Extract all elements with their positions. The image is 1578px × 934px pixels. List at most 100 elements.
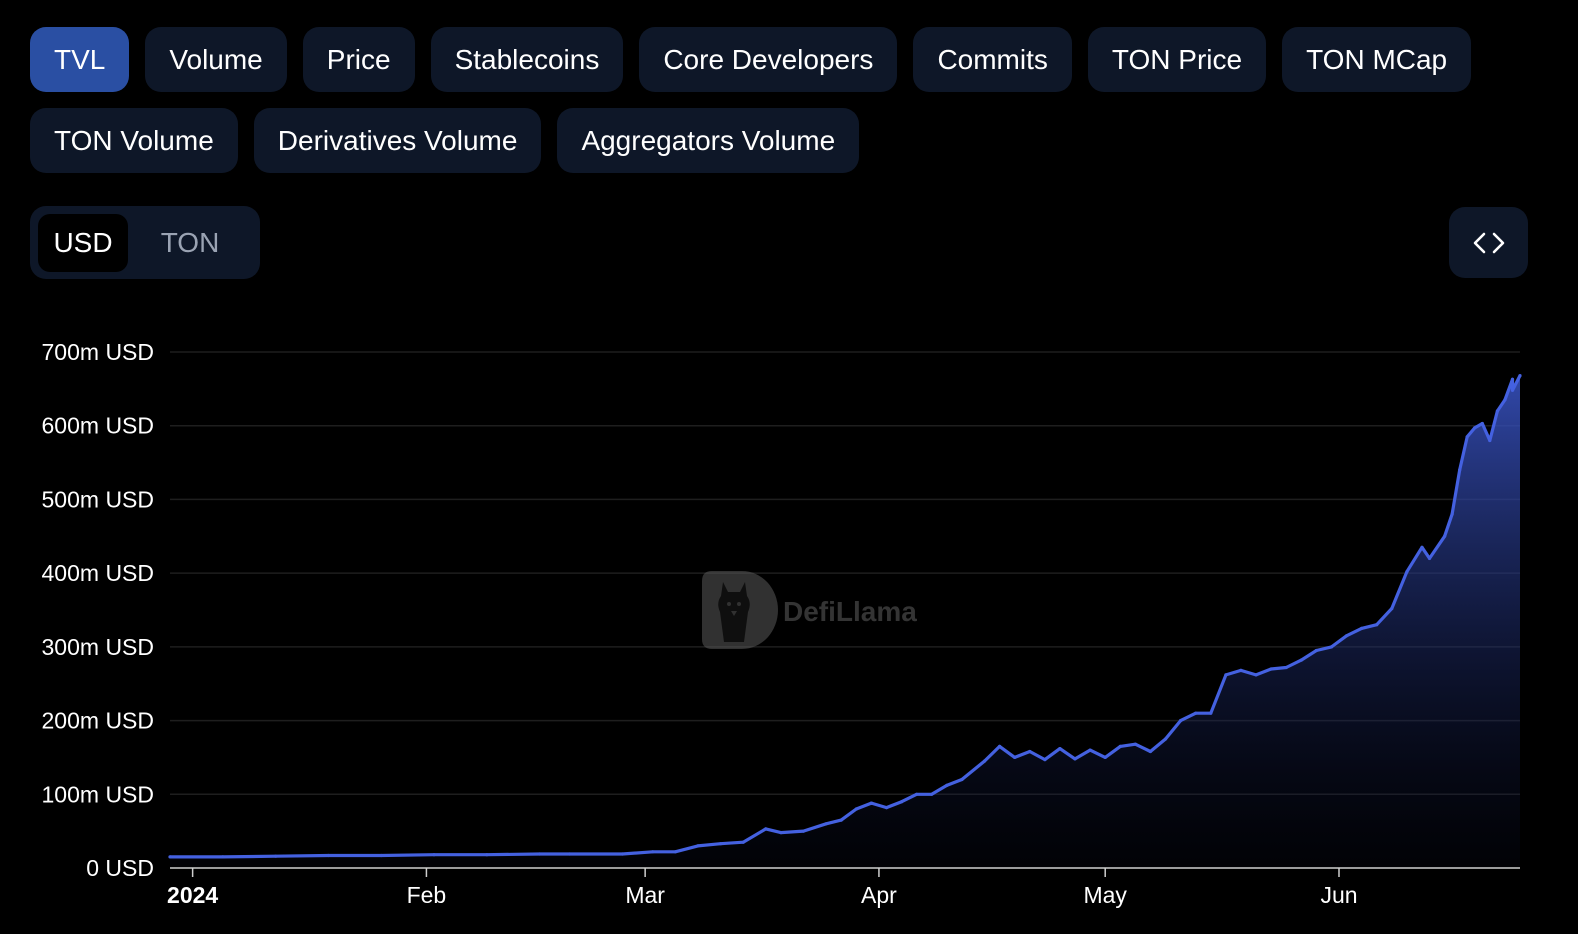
data-point — [274, 854, 278, 858]
data-point — [1510, 388, 1515, 392]
metric-tabs-row-2: TON Volume Derivatives Volume Aggregator… — [30, 108, 1540, 173]
y-tick-label: 700m USD — [42, 339, 154, 365]
y-tick-label: 600m USD — [42, 413, 154, 439]
data-point — [1179, 719, 1183, 723]
tab-aggregators-volume[interactable]: Aggregators Volume — [557, 108, 860, 173]
data-point — [1495, 409, 1499, 413]
tab-price[interactable]: Price — [302, 27, 415, 92]
data-point — [485, 853, 489, 857]
metric-tabs: TVL Volume Price Stablecoins Core Develo… — [30, 27, 1540, 189]
tab-ton-mcap[interactable]: TON MCap — [1282, 27, 1472, 92]
x-tick-label: May — [1083, 882, 1127, 908]
metric-tabs-row-1: TVL Volume Price Stablecoins Core Develo… — [30, 27, 1540, 92]
data-point — [854, 807, 858, 811]
data-point — [432, 853, 436, 857]
data-point — [1239, 668, 1243, 673]
code-brackets-icon — [1473, 232, 1504, 253]
data-point — [1443, 534, 1447, 538]
data-point — [1510, 377, 1515, 381]
data-point — [1427, 556, 1432, 561]
data-point — [1390, 606, 1394, 611]
tab-core-developers[interactable]: Core Developers — [639, 27, 898, 92]
y-tick-label: 200m USD — [42, 708, 154, 734]
tvl-area — [170, 375, 1520, 868]
data-point — [673, 850, 677, 854]
x-tick-label: Feb — [407, 882, 447, 908]
data-point — [1518, 374, 1522, 378]
x-tick-label: Jun — [1320, 882, 1357, 908]
data-point — [945, 783, 949, 788]
data-point — [839, 818, 843, 822]
data-point — [1473, 426, 1477, 430]
x-tick-label: Mar — [625, 882, 665, 908]
data-point — [1269, 667, 1273, 671]
data-point — [168, 855, 172, 859]
data-point — [1088, 748, 1092, 752]
data-point — [764, 827, 768, 831]
tab-stablecoins[interactable]: Stablecoins — [430, 27, 624, 92]
y-tick-label: 100m USD — [42, 781, 154, 807]
tab-commits[interactable]: Commits — [913, 27, 1072, 92]
data-point — [1480, 421, 1484, 426]
data-point — [1450, 512, 1454, 516]
data-point — [1299, 658, 1303, 662]
data-point — [1013, 755, 1017, 760]
data-point — [538, 852, 542, 856]
y-tick-label: 400m USD — [42, 560, 154, 586]
data-point — [779, 831, 783, 835]
data-point — [1133, 742, 1137, 746]
data-point — [1405, 570, 1409, 574]
data-point — [696, 844, 700, 848]
tab-tvl[interactable]: TVL — [30, 27, 130, 92]
data-point — [741, 840, 745, 844]
data-point — [1103, 755, 1107, 760]
data-point — [1148, 749, 1152, 754]
data-point — [801, 829, 806, 833]
tvl-points — [168, 374, 1522, 859]
data-point — [1254, 673, 1258, 677]
data-point — [1344, 634, 1349, 638]
data-point — [1465, 435, 1469, 439]
y-tick-label: 0 USD — [86, 855, 154, 881]
currency-toggle: USD TON — [30, 206, 260, 279]
data-point — [884, 806, 889, 810]
y-axis: 0 USD 100m USD 200m USD 300m USD 400m USD 500… — [42, 339, 154, 881]
data-point — [221, 855, 225, 859]
data-point — [869, 801, 874, 805]
tab-ton-price[interactable]: TON Price — [1087, 27, 1267, 92]
data-point — [915, 792, 919, 796]
data-point — [1058, 747, 1062, 751]
data-point — [900, 800, 904, 804]
data-point — [620, 852, 625, 856]
data-point — [930, 792, 934, 796]
data-point — [824, 822, 828, 826]
watermark: DefiLlama — [702, 571, 917, 649]
data-point — [1043, 758, 1047, 762]
data-point — [1028, 749, 1032, 754]
tab-volume[interactable]: Volume — [145, 27, 287, 92]
data-point — [326, 853, 330, 858]
y-tick-label: 500m USD — [42, 486, 154, 512]
data-point — [379, 853, 383, 858]
currency-option-ton[interactable]: TON — [160, 226, 220, 258]
data-point — [651, 850, 655, 854]
data-point — [998, 744, 1002, 749]
data-point — [1329, 645, 1334, 649]
currency-option-usd[interactable]: USD — [38, 213, 128, 272]
data-point — [1073, 757, 1077, 761]
data-point — [1314, 648, 1318, 653]
x-tick-label: 2024 — [167, 882, 218, 908]
x-axis: 2024 Feb Mar Apr May Jun — [167, 868, 1358, 908]
tab-ton-volume[interactable]: TON Volume — [30, 108, 238, 173]
data-point — [982, 759, 987, 763]
data-point — [1194, 711, 1198, 715]
data-point — [1224, 673, 1228, 677]
data-point — [1284, 665, 1288, 670]
embed-button[interactable] — [1449, 207, 1528, 278]
watermark-text: DefiLlama — [783, 596, 917, 627]
y-tick-label: 300m USD — [42, 634, 154, 660]
tab-derivatives-volume[interactable]: Derivatives Volume — [253, 108, 542, 173]
data-point — [1209, 711, 1213, 715]
data-point — [960, 777, 964, 782]
data-point — [568, 852, 572, 856]
